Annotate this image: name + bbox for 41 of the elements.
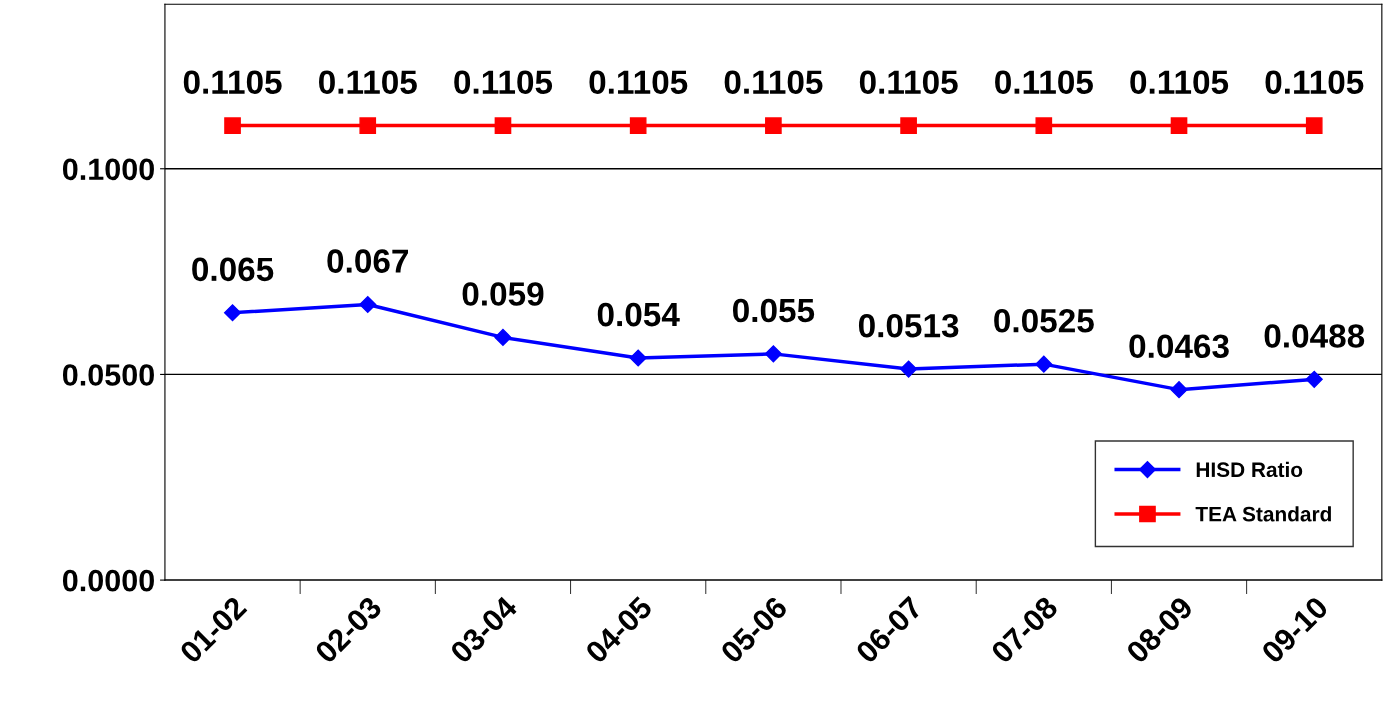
data-label: 0.0525 <box>994 308 1094 333</box>
data-label: 0.0513 <box>858 313 959 338</box>
point <box>900 360 918 378</box>
y-tick-label: 0.0500 <box>62 364 154 386</box>
data-label: 0.0488 <box>1264 324 1365 348</box>
data-label: 0.1105 <box>1130 70 1229 94</box>
data-label: 0.1105 <box>319 70 417 94</box>
data-label: 0.067 <box>327 249 408 273</box>
data-label: 0.065 <box>192 257 274 282</box>
point <box>224 117 241 134</box>
data-label: 0.1105 <box>859 70 958 94</box>
point <box>359 295 377 314</box>
data-label: 0.055 <box>733 298 815 323</box>
data-label: 0.0463 <box>1129 334 1229 359</box>
legend-label: HISD Ratio <box>1196 461 1303 478</box>
point <box>1170 117 1188 134</box>
data-label: 0.059 <box>462 282 544 306</box>
legend-label: TEA Standard <box>1195 506 1331 522</box>
point <box>764 345 782 363</box>
data-label: 0.1105 <box>724 70 823 94</box>
data-label: 0.1105 <box>183 70 282 94</box>
point <box>900 117 917 134</box>
point <box>1035 355 1053 373</box>
point <box>494 117 512 134</box>
point <box>629 349 647 367</box>
point <box>1305 370 1323 388</box>
point <box>629 117 647 134</box>
point <box>765 117 782 134</box>
data-label: 0.1105 <box>995 70 1093 94</box>
point <box>1170 381 1188 399</box>
y-tick-label: 0.0000 <box>62 569 154 592</box>
data-label: 0.054 <box>597 302 680 327</box>
point <box>1305 117 1323 134</box>
y-tick-label: 0.1000 <box>62 158 154 181</box>
data-label: 0.1105 <box>589 70 688 94</box>
point <box>359 117 377 134</box>
data-label: 0.1105 <box>454 70 553 94</box>
point <box>494 328 512 346</box>
data-label: 0.1105 <box>1265 70 1364 94</box>
point <box>1035 117 1053 134</box>
point <box>223 304 242 322</box>
